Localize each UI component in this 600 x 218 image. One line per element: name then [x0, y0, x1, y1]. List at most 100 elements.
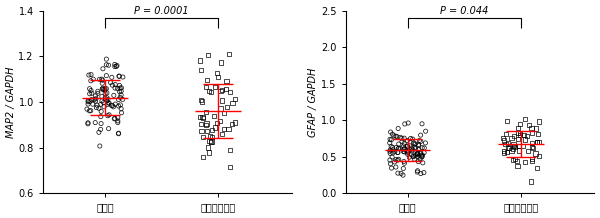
Point	[196, 59, 205, 62]
Point	[413, 155, 422, 158]
Point	[395, 147, 405, 150]
Point	[399, 144, 409, 148]
Point	[91, 121, 100, 124]
Point	[527, 132, 537, 135]
Point	[527, 159, 537, 162]
Point	[110, 86, 120, 90]
Point	[388, 151, 398, 155]
Point	[400, 162, 409, 165]
Point	[110, 83, 120, 86]
Point	[388, 155, 397, 159]
Point	[198, 115, 208, 118]
Point	[499, 136, 508, 140]
Point	[221, 87, 231, 91]
Point	[83, 102, 93, 106]
Point	[399, 160, 409, 163]
Point	[391, 135, 401, 138]
Point	[407, 149, 416, 153]
Point	[409, 141, 418, 145]
Point	[414, 144, 424, 147]
Point	[510, 157, 520, 161]
Point	[404, 155, 414, 159]
Point	[86, 73, 96, 76]
Point	[107, 76, 116, 79]
Point	[100, 88, 110, 92]
Point	[397, 136, 407, 140]
Point	[97, 99, 107, 103]
Point	[508, 158, 518, 161]
Point	[224, 52, 234, 56]
Point	[408, 148, 418, 152]
Point	[114, 104, 124, 108]
Point	[110, 63, 119, 66]
Point	[204, 151, 214, 154]
Point	[230, 97, 239, 100]
Point	[394, 142, 404, 146]
Point	[83, 100, 93, 104]
Point	[85, 109, 94, 112]
Point	[208, 136, 217, 139]
Point	[398, 173, 408, 177]
Point	[399, 148, 409, 151]
Point	[116, 103, 125, 107]
Point	[100, 87, 110, 90]
Point	[400, 136, 409, 140]
Point	[115, 75, 124, 78]
Point	[524, 123, 534, 127]
Point	[118, 98, 128, 101]
Point	[219, 111, 229, 115]
Point	[217, 133, 227, 136]
Point	[502, 150, 511, 154]
Point	[413, 152, 422, 155]
Point	[107, 83, 117, 87]
Point	[104, 127, 113, 130]
Point	[117, 111, 127, 114]
Point	[92, 106, 101, 109]
Point	[415, 139, 424, 142]
Point	[413, 148, 423, 151]
Point	[110, 117, 119, 120]
Point	[196, 99, 206, 102]
Point	[222, 105, 232, 108]
Point	[205, 90, 214, 93]
Point	[107, 104, 117, 107]
Point	[93, 90, 103, 93]
Point	[508, 147, 518, 151]
Point	[527, 126, 536, 130]
Point	[104, 113, 114, 117]
Point	[534, 141, 544, 144]
Point	[411, 153, 421, 157]
Point	[103, 101, 113, 104]
Point	[394, 146, 404, 150]
Point	[513, 126, 523, 130]
Point	[390, 160, 400, 164]
Point	[195, 115, 205, 119]
Point	[94, 107, 104, 110]
Point	[526, 180, 535, 183]
Point	[205, 134, 215, 138]
Point	[394, 127, 403, 130]
Point	[115, 96, 125, 99]
Point	[96, 122, 106, 125]
Point	[417, 153, 427, 157]
Point	[510, 145, 520, 149]
Point	[408, 137, 418, 141]
Point	[394, 147, 403, 150]
Point	[409, 155, 418, 158]
Point	[390, 150, 400, 153]
Point	[387, 166, 397, 170]
Point	[91, 99, 100, 103]
Point	[106, 81, 115, 84]
Point	[385, 158, 395, 162]
Point	[412, 152, 422, 155]
Point	[99, 105, 109, 109]
Point	[225, 149, 235, 152]
Point	[207, 128, 217, 131]
Point	[515, 131, 524, 135]
Point	[85, 100, 95, 103]
Point	[116, 107, 126, 111]
Point	[393, 151, 403, 154]
Point	[533, 132, 542, 136]
Point	[392, 146, 401, 149]
Point	[113, 119, 122, 123]
